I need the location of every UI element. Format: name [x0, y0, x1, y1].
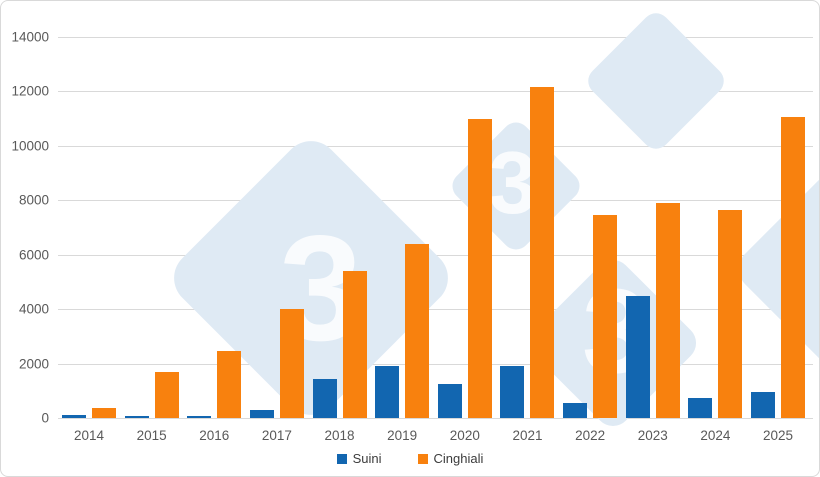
- bar-suini-2016: [187, 416, 212, 418]
- bar-cinghiali-2024: [718, 210, 743, 418]
- bar-cinghiali-2016: [217, 351, 242, 418]
- bar-suini-2015: [124, 416, 149, 418]
- bar-suini-2017: [249, 410, 274, 418]
- legend-swatch-suini: [336, 453, 347, 464]
- legend-swatch-cinghiali: [417, 453, 428, 464]
- bar-cinghiali-2025: [781, 117, 806, 418]
- gridline-2000: [58, 363, 813, 365]
- legend-item-cinghiali: Cinghiali: [417, 451, 484, 466]
- y-tick-label-2000: 2000: [18, 356, 49, 372]
- y-tick-label-12000: 12000: [11, 83, 49, 99]
- bar-suini-2023: [625, 296, 650, 418]
- x-tick-label-2016: 2016: [199, 428, 230, 443]
- x-tick-label-2022: 2022: [575, 428, 606, 443]
- bar-suini-2018: [312, 379, 337, 418]
- bar-suini-2025: [751, 392, 776, 418]
- bar-cinghiali-2023: [655, 203, 680, 418]
- gridline-6000: [58, 254, 813, 256]
- x-tick-label-2020: 2020: [449, 428, 480, 443]
- gridline-10000: [58, 145, 813, 147]
- x-tick-label-2021: 2021: [512, 428, 543, 443]
- x-tick-label-2014: 2014: [73, 428, 105, 443]
- bar-cinghiali-2018: [342, 271, 367, 418]
- bar-suini-2024: [688, 398, 713, 418]
- x-tick-label-2015: 2015: [136, 428, 167, 443]
- y-tick-label-10000: 10000: [11, 138, 49, 154]
- bar-suini-2020: [437, 384, 462, 418]
- watermark-diamond-partial-right-edge: [729, 155, 819, 383]
- gridline-14000: [58, 37, 813, 38]
- y-tick-label-6000: 6000: [18, 247, 49, 263]
- y-tick-label-8000: 8000: [18, 192, 49, 208]
- bar-suini-2019: [375, 366, 400, 418]
- bar-cinghiali-2022: [593, 215, 618, 418]
- bar-cinghiali-2020: [467, 119, 492, 418]
- bar-suini-2014: [62, 415, 86, 418]
- legend-label-suini: Suini: [352, 451, 382, 466]
- bar-cinghiali-2015: [154, 372, 179, 418]
- bar-cinghiali-2014: [92, 408, 116, 418]
- y-tick-label-4000: 4000: [18, 301, 49, 317]
- bar-suini-2021: [500, 366, 525, 418]
- x-tick-label-2025: 2025: [763, 428, 794, 443]
- bar-cinghiali-2019: [405, 244, 430, 418]
- x-tick-label-2023: 2023: [637, 428, 668, 443]
- gridline-0: [58, 418, 813, 419]
- gridline-4000: [58, 309, 813, 311]
- bar-cinghiali-2017: [279, 309, 304, 418]
- bar-suini-2022: [563, 403, 588, 418]
- bar-cinghiali-2021: [530, 87, 555, 418]
- legend-item-suini: Suini: [336, 451, 382, 466]
- legend: Suini Cinghiali: [1, 451, 819, 466]
- x-tick-label-2024: 2024: [700, 428, 731, 443]
- legend-label-cinghiali: Cinghiali: [433, 451, 484, 466]
- x-tick-label-2018: 2018: [324, 428, 355, 443]
- x-tick-label-2019: 2019: [387, 428, 418, 443]
- gridline-8000: [58, 200, 813, 202]
- gridline-12000: [58, 91, 813, 93]
- y-tick-label-14000: 14000: [11, 29, 49, 45]
- watermark-diamond-partial-top-right: [582, 7, 730, 155]
- x-tick-label-2017: 2017: [261, 428, 292, 443]
- y-tick-label-0: 0: [41, 410, 49, 426]
